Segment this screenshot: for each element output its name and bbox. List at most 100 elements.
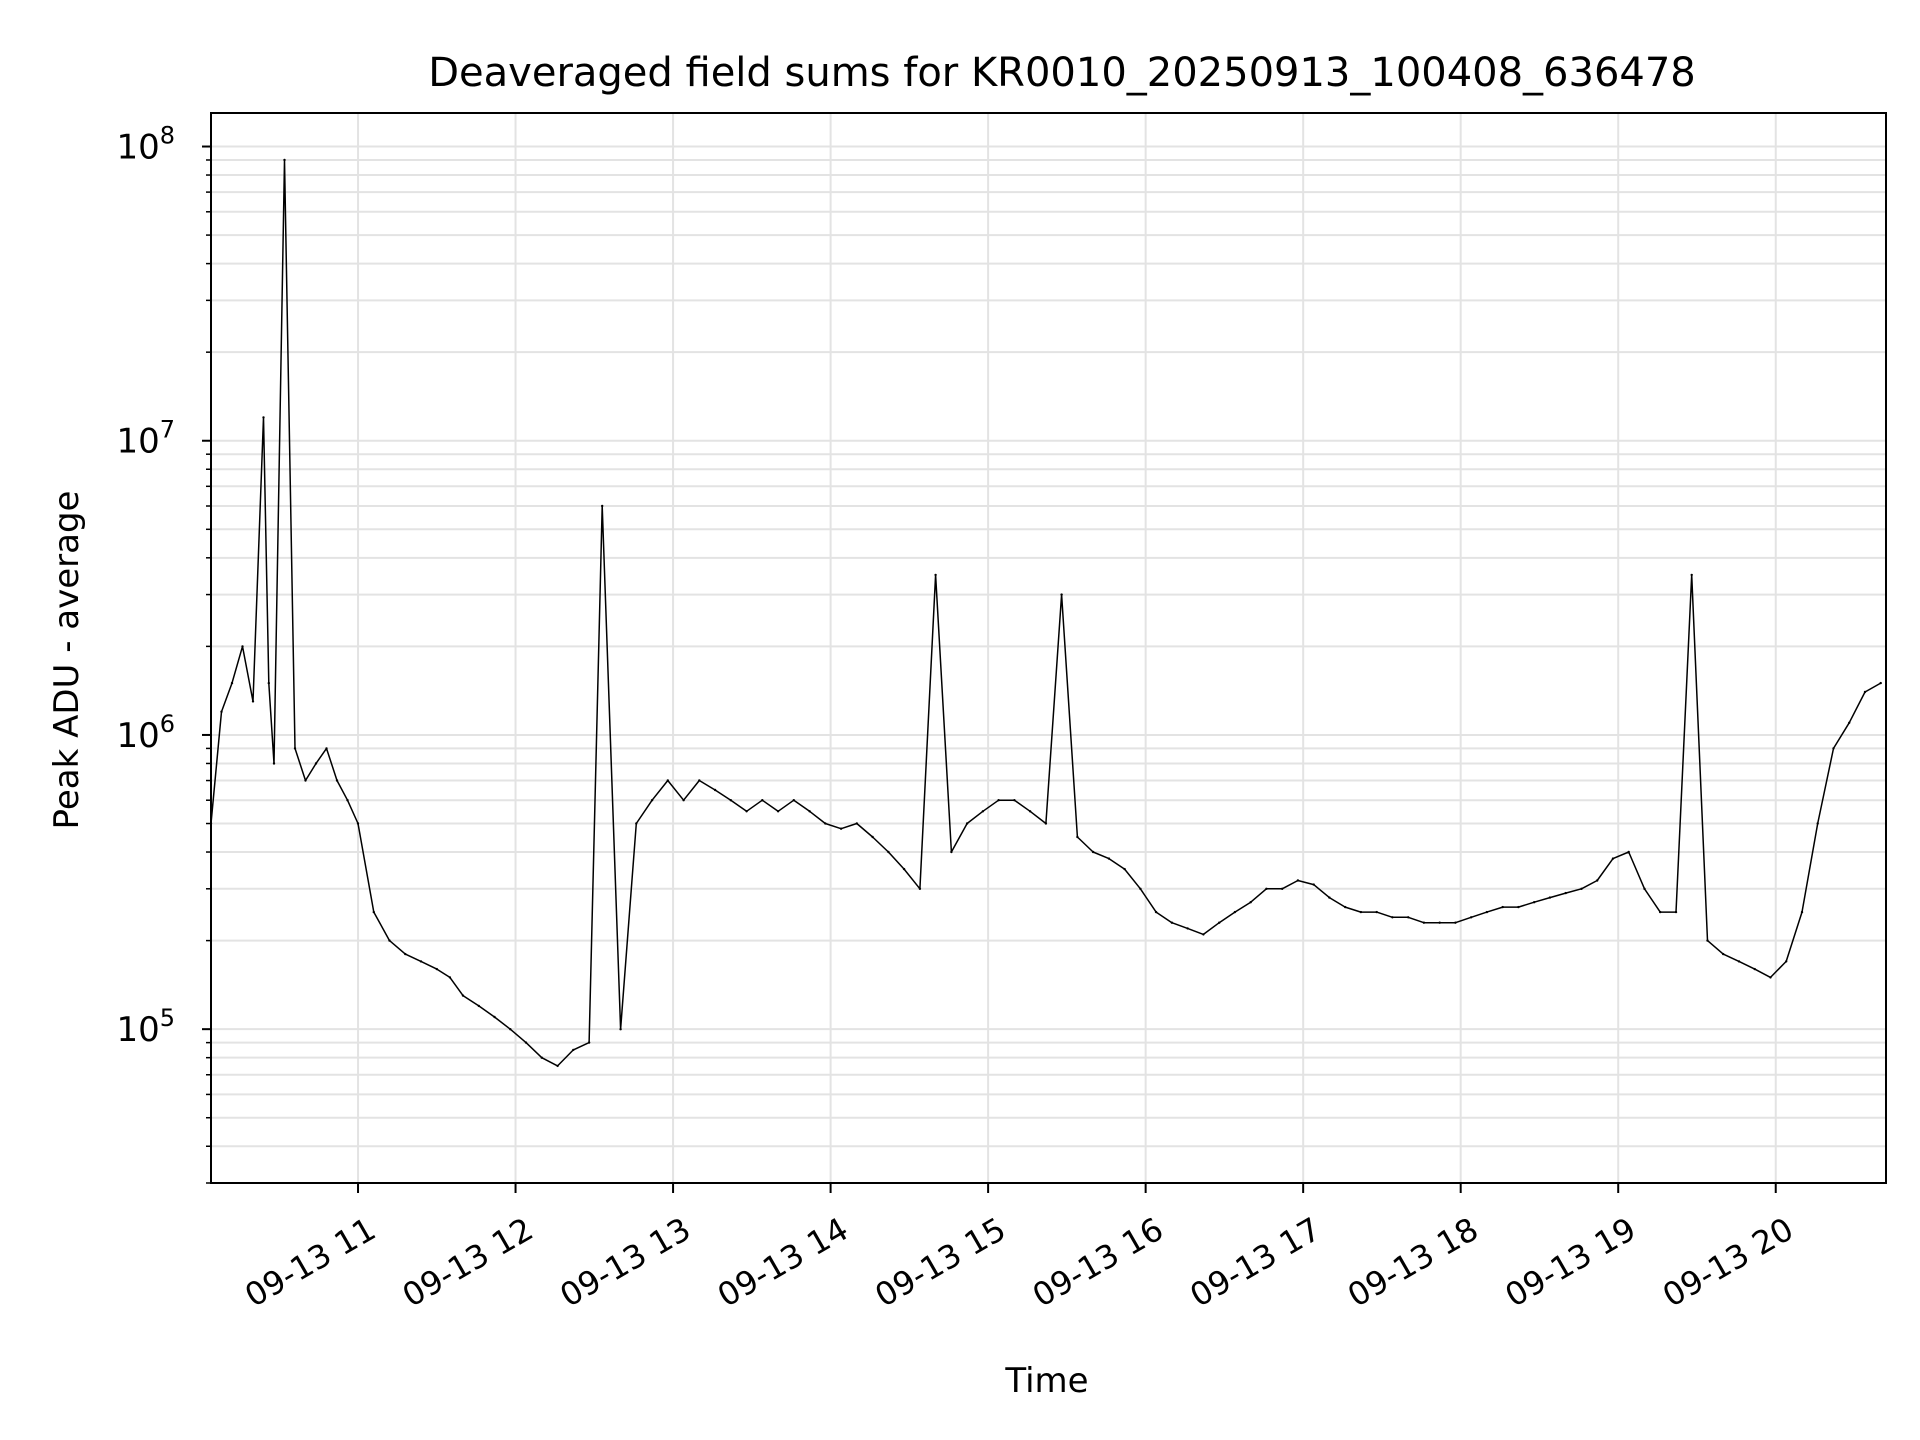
data-point <box>314 762 318 765</box>
data-point <box>293 747 297 750</box>
data-point <box>388 939 391 942</box>
axes-frame <box>210 112 1887 1184</box>
data-point <box>346 799 349 802</box>
data-point <box>1596 879 1599 882</box>
data-point <box>1154 910 1158 914</box>
data-point <box>1407 916 1410 919</box>
data-point <box>1107 857 1111 860</box>
data-point <box>1218 921 1221 924</box>
data-point <box>1564 891 1567 895</box>
data-point <box>1076 835 1079 839</box>
data-point <box>1706 939 1709 942</box>
data-point <box>650 799 654 802</box>
data-point <box>666 779 669 782</box>
data-point <box>1139 887 1142 890</box>
y-tick-label: 105 <box>116 1004 175 1050</box>
data-point <box>745 810 748 813</box>
data-point <box>934 573 937 577</box>
data-point <box>761 799 764 802</box>
data-point <box>1690 573 1693 577</box>
data-point <box>1848 721 1851 724</box>
data-point <box>1422 921 1426 924</box>
data-point <box>1800 910 1804 914</box>
data-point <box>262 416 265 419</box>
data-point <box>698 779 701 782</box>
data-point <box>855 822 858 825</box>
data-point <box>220 710 223 713</box>
data-point <box>267 681 270 685</box>
data-point <box>1123 867 1126 871</box>
data-point <box>729 799 732 802</box>
data-point <box>776 810 780 813</box>
data-point <box>1249 901 1252 904</box>
y-tick-label: 108 <box>116 122 175 168</box>
data-point <box>713 788 717 792</box>
data-point <box>1296 879 1300 882</box>
data-point <box>1659 910 1662 914</box>
data-point <box>808 810 811 813</box>
data-point <box>540 1056 543 1059</box>
data-point <box>1485 910 1489 914</box>
data-point <box>1548 896 1552 899</box>
data-point <box>1501 905 1504 909</box>
data-point <box>1233 910 1237 914</box>
data-point <box>965 822 969 825</box>
data-point <box>950 850 953 854</box>
data-point <box>1879 681 1882 685</box>
data-point <box>981 810 985 813</box>
data-point <box>792 799 795 802</box>
data-point <box>1611 857 1615 860</box>
data-point <box>902 867 906 871</box>
data-point <box>839 827 843 830</box>
plot-area <box>209 158 1882 1068</box>
data-point <box>1470 916 1473 919</box>
data-point <box>1863 690 1867 694</box>
data-point <box>1627 850 1630 854</box>
data-point <box>1769 976 1772 979</box>
data-point <box>1533 901 1536 904</box>
y-tick-label: 107 <box>116 416 175 462</box>
data-point <box>1580 887 1583 890</box>
data-point <box>325 747 328 750</box>
data-point <box>356 822 360 825</box>
data-point <box>304 779 307 782</box>
data-point <box>587 1041 591 1044</box>
data-point <box>435 967 438 971</box>
data-point <box>1091 850 1095 854</box>
data-point <box>997 799 1000 802</box>
data-point <box>1328 896 1331 899</box>
data-point <box>1785 960 1788 963</box>
data-point <box>1359 910 1363 914</box>
data-point <box>635 822 638 825</box>
data-point <box>335 779 339 782</box>
data-point <box>572 1048 575 1052</box>
data-point <box>448 976 452 979</box>
data-point <box>918 887 922 890</box>
data-point <box>1832 747 1835 750</box>
data-point <box>1060 593 1063 596</box>
data-point <box>230 681 234 685</box>
data-point <box>1281 887 1284 890</box>
data-point <box>1170 921 1174 924</box>
data-point <box>1643 887 1646 890</box>
data-point <box>1454 921 1457 924</box>
data-point <box>1028 810 1032 813</box>
data-point <box>1265 887 1268 890</box>
data-point <box>824 822 827 825</box>
data-point <box>871 835 874 839</box>
data-point <box>461 994 465 997</box>
data-point <box>509 1028 512 1031</box>
data-point <box>241 645 244 648</box>
data-point <box>887 850 890 854</box>
data-point <box>283 158 286 162</box>
data-point <box>1737 960 1741 963</box>
y-tick-label: 106 <box>116 710 175 756</box>
data-point <box>404 952 407 956</box>
data-point <box>1816 822 1819 825</box>
data-point <box>1013 799 1016 802</box>
data-point <box>1674 910 1678 914</box>
data-point <box>601 504 604 508</box>
data-point <box>251 700 255 703</box>
